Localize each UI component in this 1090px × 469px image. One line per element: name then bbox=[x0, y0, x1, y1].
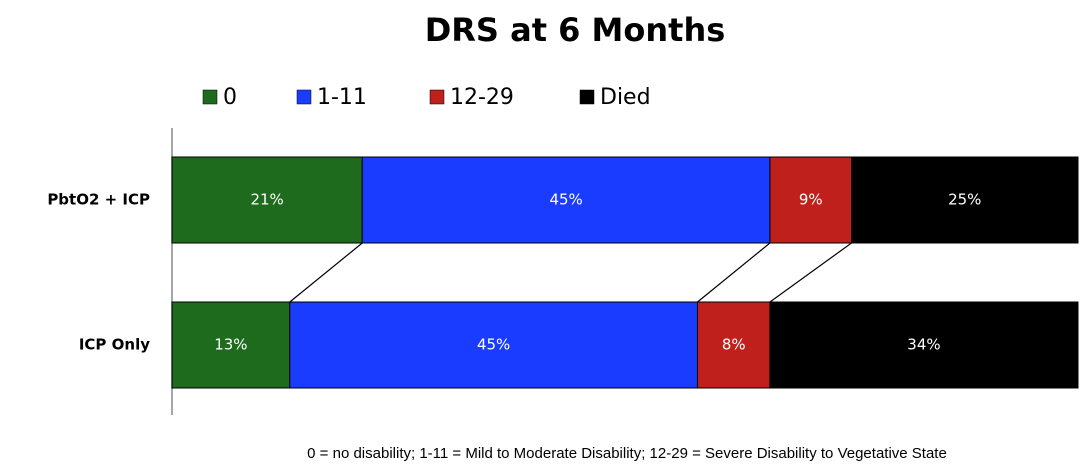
annotation: 0 = no disability; 1-11 = Mild to Modera… bbox=[307, 445, 947, 462]
chart-title: DRS at 6 Months bbox=[425, 11, 726, 49]
connector-line bbox=[769, 242, 852, 303]
legend-swatch bbox=[429, 89, 445, 105]
bar-segment bbox=[171, 156, 363, 244]
bar-segment bbox=[769, 156, 853, 244]
bar-segment bbox=[289, 301, 698, 389]
bar-segment bbox=[769, 301, 1079, 389]
legend-label: Died bbox=[600, 85, 651, 110]
data-label: 13% bbox=[214, 336, 247, 354]
connector-line bbox=[697, 242, 771, 303]
data-label: 25% bbox=[948, 191, 981, 209]
legend-label: 12-29 bbox=[450, 85, 514, 110]
data-label: 34% bbox=[907, 336, 940, 354]
data-label: 9% bbox=[799, 191, 823, 209]
y-tick-label: ICP Only bbox=[79, 336, 150, 354]
y-tick-label: PbtO2 + ICP bbox=[47, 191, 150, 209]
legend-label: 1-11 bbox=[317, 85, 367, 110]
legend-swatch bbox=[579, 89, 595, 105]
legend-swatch bbox=[296, 89, 312, 105]
data-label: 21% bbox=[250, 191, 283, 209]
legend-swatch bbox=[202, 89, 218, 105]
bar-segment bbox=[361, 156, 771, 244]
bar-segment bbox=[851, 156, 1079, 244]
data-label: 45% bbox=[477, 336, 510, 354]
legend-label: 0 bbox=[223, 85, 237, 110]
data-label: 45% bbox=[549, 191, 582, 209]
connector-line bbox=[289, 242, 363, 303]
data-label: 8% bbox=[722, 336, 746, 354]
